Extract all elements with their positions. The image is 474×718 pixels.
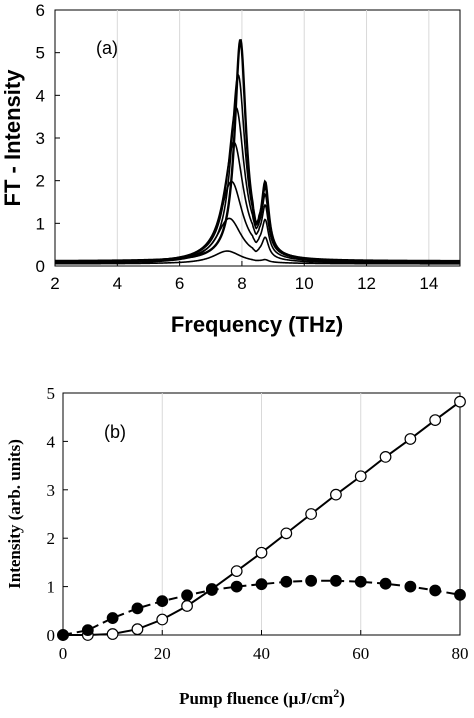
data-point-b-1 <box>404 580 417 593</box>
y-tick-label-b: 1 <box>47 578 56 597</box>
data-point-b-0 <box>404 433 417 445</box>
panel-b: 0 20 40 60 80 0 1 2 3 4 5 (b) Pump fluence (μJ/cm… <box>5 384 469 708</box>
y-tick-label-a: 3 <box>36 129 45 148</box>
data-point-b-0 <box>454 395 466 408</box>
x-tick-label-b: 60 <box>352 644 369 663</box>
data-point-b-1 <box>454 588 466 601</box>
data-point-b-0 <box>255 546 268 559</box>
data-point-b-0 <box>230 565 243 578</box>
data-point-b-0 <box>280 527 293 540</box>
plot-b-x-axis-label: Pump fluence (μJ/cm2) <box>179 686 345 708</box>
data-point-b-0 <box>429 414 442 427</box>
x-tick-label-b: 40 <box>253 644 270 663</box>
y-tick-label-a: 5 <box>36 44 45 63</box>
panel-a-label: (a) <box>96 38 118 58</box>
data-point-b-1 <box>131 602 144 615</box>
data-point-b-1 <box>181 589 193 602</box>
data-point-b-0 <box>354 470 367 483</box>
plot-b-y-axis-label: Intensity (arb. units) <box>5 439 24 589</box>
data-point-b-1 <box>354 575 367 588</box>
x-tick-label-a: 8 <box>237 274 246 293</box>
plot-a-grid <box>116 10 430 266</box>
y-tick-label-a: 0 <box>36 257 45 276</box>
plot-b-y-ticks: 0 1 2 3 4 5 <box>47 384 68 645</box>
y-tick-label-b: 4 <box>47 432 56 451</box>
y-tick-label-a: 4 <box>36 86 45 105</box>
data-point-b-0 <box>305 508 318 520</box>
data-point-b-1 <box>280 575 293 588</box>
y-tick-label-a: 2 <box>36 172 45 191</box>
data-point-b-1 <box>379 577 392 590</box>
x-tick-label-b: 80 <box>452 644 469 663</box>
data-point-b-0 <box>330 488 342 501</box>
plot-b-x-axis-label-main: Pump fluence (μJ/cm <box>179 689 333 708</box>
y-tick-label-b: 5 <box>47 384 56 403</box>
data-point-b-1 <box>330 574 342 587</box>
data-point-b-1 <box>81 624 94 637</box>
series-line-b-1 <box>62 579 461 636</box>
plot-b-x-ticks: 0 20 40 60 80 <box>59 630 469 663</box>
plot-b-x-axis-label-sup: 2 <box>333 686 339 700</box>
data-point-b-1 <box>230 580 243 593</box>
x-tick-label-a: 10 <box>295 274 314 293</box>
data-point-b-1 <box>205 584 218 596</box>
data-point-b-0 <box>379 450 392 463</box>
data-point-b-0 <box>131 623 144 636</box>
x-tick-label-a: 2 <box>50 274 59 293</box>
x-tick-label-b: 0 <box>59 644 68 663</box>
series-line-a-3 <box>55 141 460 264</box>
plot-a-series <box>55 39 461 265</box>
data-point-b-1 <box>429 584 442 597</box>
data-point-b-0 <box>106 628 119 640</box>
x-tick-label-a: 6 <box>175 274 184 293</box>
plot-b-grid <box>161 393 362 635</box>
data-point-b-1 <box>305 574 318 587</box>
x-tick-label-a: 12 <box>357 274 376 293</box>
plot-a-y-axis-label: FT - Intensity <box>0 69 25 207</box>
y-tick-label-a: 1 <box>36 214 45 233</box>
panel-b-label: (b) <box>104 422 126 442</box>
series-line-a-4 <box>55 106 460 263</box>
y-tick-label-b: 2 <box>47 529 56 548</box>
x-tick-label-a: 4 <box>113 274 122 293</box>
x-tick-label-a: 14 <box>419 274 438 293</box>
data-point-b-1 <box>255 578 268 591</box>
data-point-b-1 <box>106 612 119 624</box>
y-tick-label-a: 6 <box>36 1 45 20</box>
series-line-a-6 <box>55 39 461 263</box>
data-point-b-1 <box>156 595 169 608</box>
y-tick-label-b: 0 <box>47 626 56 645</box>
data-point-b-0 <box>156 613 169 626</box>
data-point-b-0 <box>181 600 193 612</box>
y-tick-label-b: 3 <box>47 481 56 500</box>
plot-b-x-axis-label-end: ) <box>339 689 345 708</box>
plot-a-x-axis-label: Frequency (THz) <box>171 312 343 337</box>
plot-a-y-ticks: 0 1 2 3 4 5 6 <box>36 1 60 276</box>
plot-a-x-ticks: 2 4 6 8 10 12 14 <box>50 261 438 293</box>
x-tick-label-b: 20 <box>154 644 171 663</box>
